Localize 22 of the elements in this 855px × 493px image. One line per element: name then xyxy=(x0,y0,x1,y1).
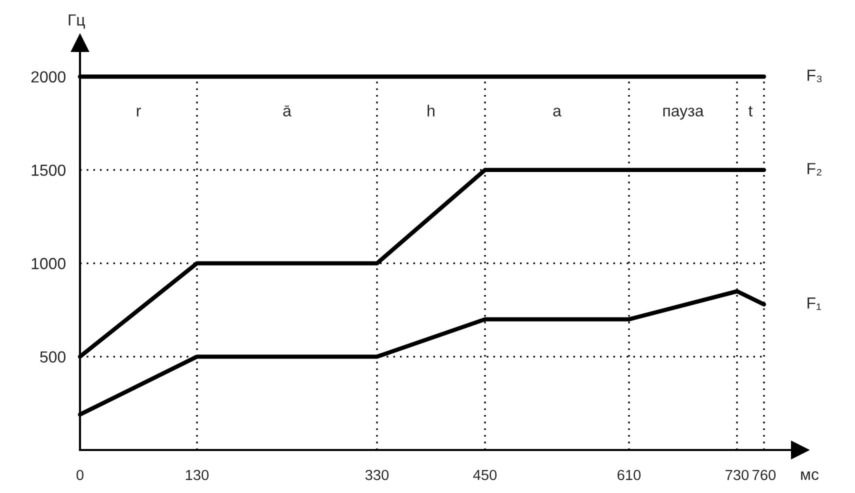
annotation: r xyxy=(136,108,141,116)
x-tick-label: 130 xyxy=(186,470,209,480)
x-tick-label: 760 xyxy=(752,470,776,480)
y-tick-label: 500 xyxy=(40,351,66,363)
text: F₁ xyxy=(808,298,822,310)
annotation: пауза xyxy=(663,108,704,120)
text: F₂ xyxy=(808,163,822,176)
annotation: t xyxy=(748,106,753,116)
y-tick-label: 1500 xyxy=(32,164,66,176)
x-tick-label: 450 xyxy=(473,470,497,480)
annotation: h xyxy=(428,104,434,116)
y-axis-title: Гц xyxy=(68,14,85,29)
x-tick-label: 0 xyxy=(76,470,84,480)
annotation: ā xyxy=(283,106,292,116)
y-tick-label: 1000 xyxy=(32,258,66,270)
text: F₃ xyxy=(808,70,822,82)
x-axis-title: мс xyxy=(801,471,819,480)
annotation: a xyxy=(553,108,562,116)
x-tick-label: 610 xyxy=(618,470,641,480)
y-tick-label: 2000 xyxy=(31,71,66,83)
x-tick-label: 330 xyxy=(365,470,389,480)
x-tick-label: 730 xyxy=(726,470,749,480)
